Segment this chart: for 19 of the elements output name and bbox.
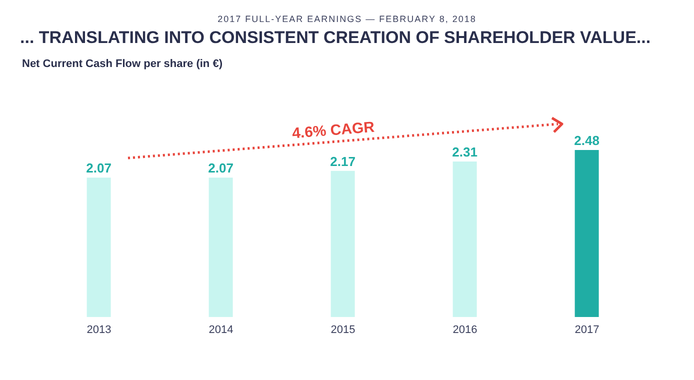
data-label: 2.17 [330,154,356,169]
bar [330,170,355,317]
data-label: 2.07 [208,160,234,176]
text: Net Current Cash Flow per share (in €) [21,57,224,72]
x-tick-label: 2016 [452,324,478,336]
bar [86,178,111,317]
x-tick-label: 2017 [574,324,600,336]
x-tick-label: 2013 [86,324,112,336]
text: 4.6% CAGR [287,118,380,143]
data-label: 2.07 [86,160,112,176]
x-tick-label: 2015 [330,324,356,336]
chart-title: ... TRANSLATING INTO CONSISTENT CREATION OF SHAREHOLDER VALUE... [19,27,652,49]
data-label: 2.48 [574,133,600,148]
x-tick-label: 2014 [208,324,234,336]
bar [574,150,599,317]
data-label: 2.31 [452,144,478,160]
bar [208,178,233,317]
chart-subtitle: 2017 FULL-YEAR EARNINGS — FEBRUARY 8, 2018 [216,13,478,24]
bar [452,161,477,317]
